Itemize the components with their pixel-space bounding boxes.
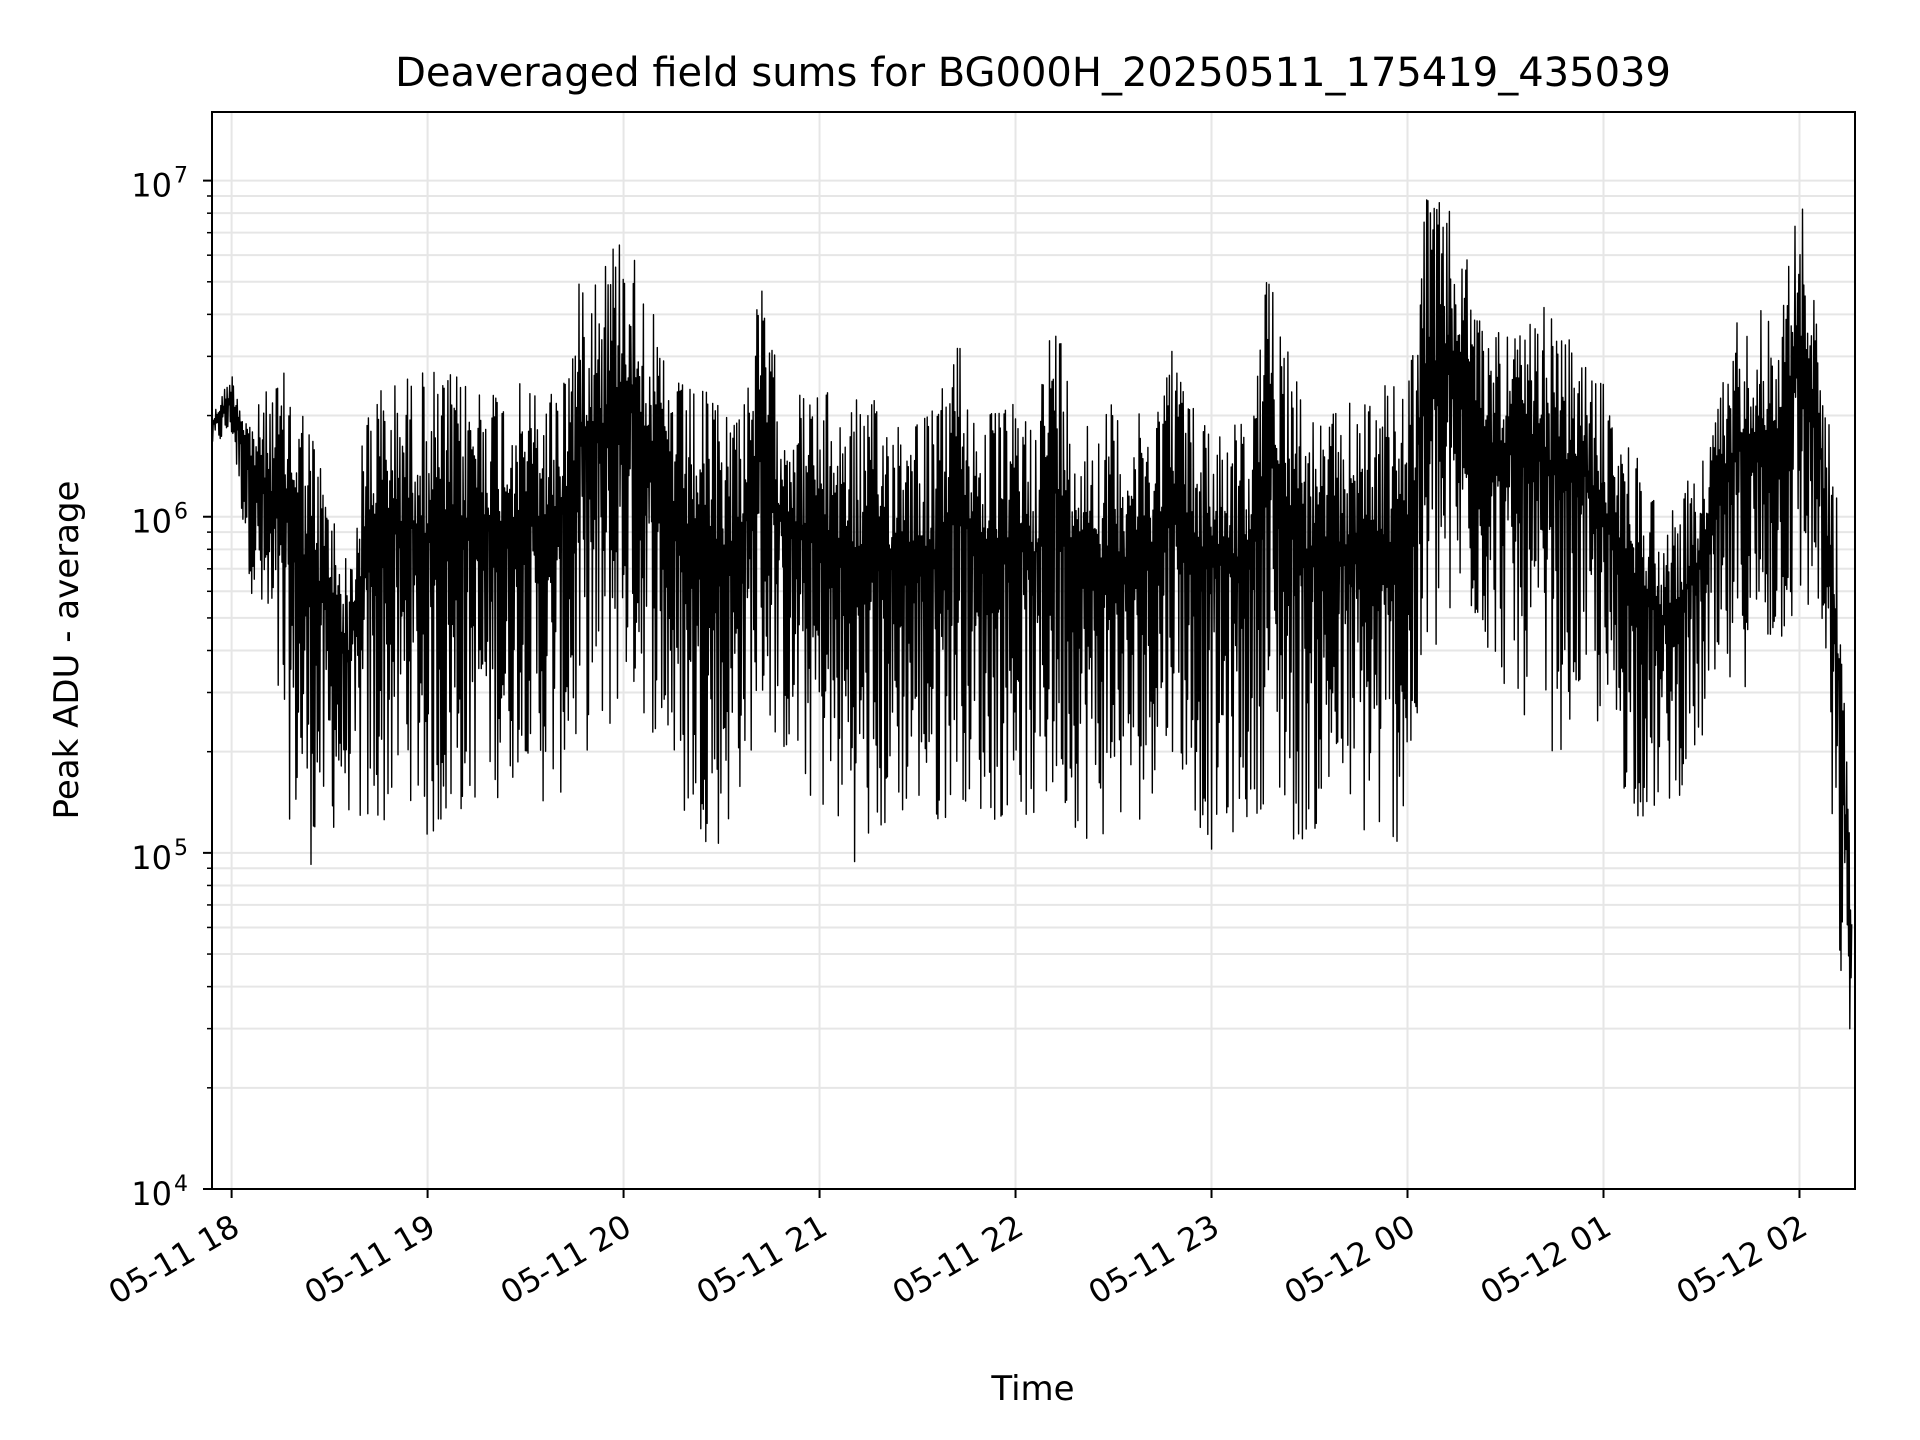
y-tick-label: 10 xyxy=(131,839,172,877)
y-tick-exponent: 4 xyxy=(174,1172,188,1197)
chart-title: Deaveraged field sums for BG000H_2025051… xyxy=(395,50,1671,96)
y-tick-label: 10 xyxy=(131,503,172,541)
y-tick-label: 10 xyxy=(131,167,172,205)
series-line xyxy=(211,199,1853,1030)
y-tick-exponent: 6 xyxy=(174,500,188,525)
y-tick-exponent: 7 xyxy=(174,164,188,189)
y-tick-exponent: 5 xyxy=(174,836,188,861)
x-axis-label: Time xyxy=(990,1369,1074,1409)
y-axis-label: Peak ADU - average xyxy=(47,481,87,820)
y-tick-label: 10 xyxy=(131,1175,172,1213)
